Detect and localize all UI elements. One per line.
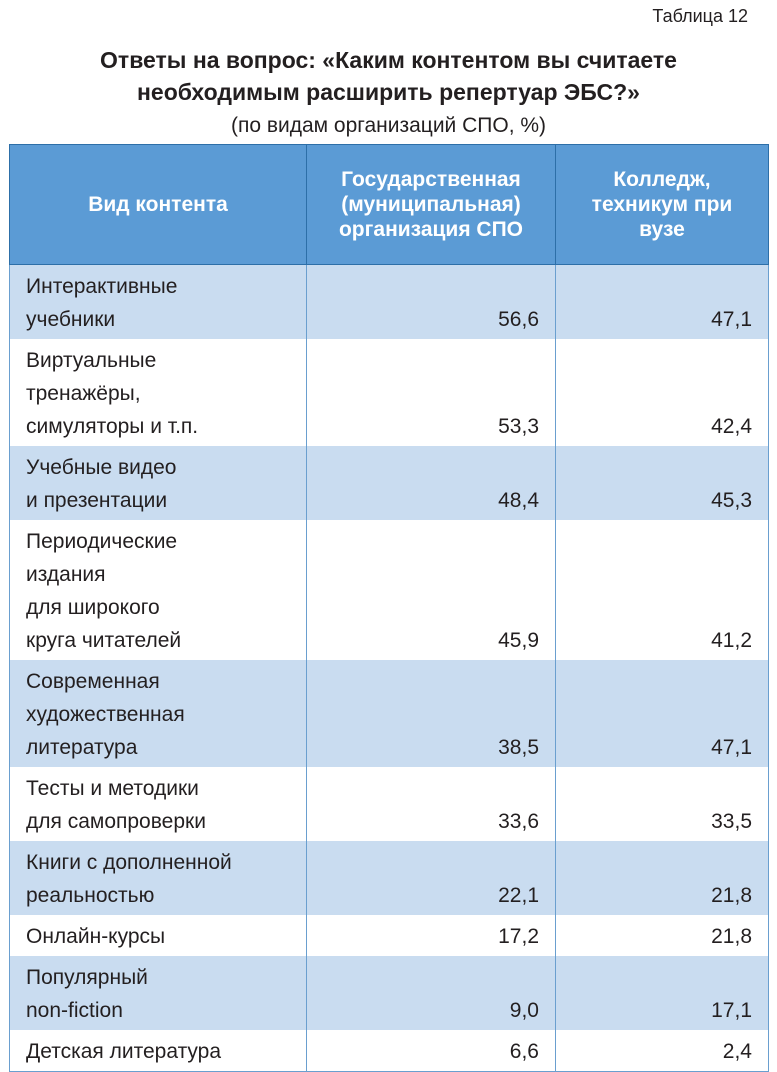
header-college: Колледж, техникум при вузе (555, 144, 769, 265)
college-value: 21,8 (555, 915, 769, 956)
college-value: 45,3 (555, 446, 769, 520)
state-org-value: 38,5 (306, 660, 556, 767)
table-subtitle: (по видам организаций СПО, %) (230, 114, 547, 137)
state-org-value: 22,1 (306, 841, 556, 915)
college-value: 21,8 (555, 841, 769, 915)
content-type-cell: Интерактивные учебники (9, 264, 307, 339)
content-type-cell: Учебные видео и презентации (9, 446, 307, 520)
table-row: Онлайн-курсы 17,2 21,8 (9, 915, 769, 956)
table-row: Интерактивные учебники 56,6 47,1 (9, 264, 769, 339)
header-content-type: Вид контента (9, 144, 307, 265)
state-org-value: 9,0 (306, 956, 556, 1030)
content-type-cell: Популярный non-fiction (9, 956, 307, 1030)
state-org-value: 17,2 (306, 915, 556, 956)
college-value: 47,1 (555, 264, 769, 339)
content-type-cell: Онлайн-курсы (9, 915, 307, 956)
content-type-cell: Виртуальные тренажёры, симуляторы и т.п. (9, 339, 307, 446)
state-org-value: 53,3 (306, 339, 556, 446)
college-value: 33,5 (555, 767, 769, 841)
header-row: Вид контента Государственная (муниципаль… (9, 144, 769, 265)
college-value: 2,4 (555, 1030, 769, 1072)
table-body: Интерактивные учебники 56,6 47,1 Виртуальные… (9, 264, 769, 1072)
header-state-org: Государственная (муниципальная) организа… (306, 144, 556, 265)
data-table: Вид контента Государственная (муниципаль… (9, 144, 769, 1072)
college-value: 47,1 (555, 660, 769, 767)
table-row: Периодические издания для широкого круга чи… (9, 520, 769, 660)
content-type-cell: Книги с дополненной реальностью (9, 841, 307, 915)
table-row: Популярный non-fiction 9,0 17,1 (9, 956, 769, 1030)
college-value: 41,2 (555, 520, 769, 660)
title-line-1: Ответы на вопрос: «Каким контентом вы сч… (100, 47, 677, 73)
table-row: Учебные видео и презентации 48,4 45,3 (9, 446, 769, 520)
table-row: Виртуальные тренажёры, симуляторы и т.п. 53… (9, 339, 769, 446)
state-org-value: 48,4 (306, 446, 556, 520)
state-org-value: 45,9 (306, 520, 556, 660)
content-type-cell: Тесты и методики для самопроверки (9, 767, 307, 841)
college-value: 42,4 (555, 339, 769, 446)
college-value: 17,1 (555, 956, 769, 1030)
table-row: Детская литература 6,6 2,4 (9, 1030, 769, 1072)
content-type-cell: Периодические издания для широкого круга чи… (9, 520, 307, 660)
title-line-2: необходимым расширить репертуар ЭБС?» (137, 79, 640, 105)
state-org-value: 6,6 (306, 1030, 556, 1072)
table-row: Современная художественная литература 38,5 4… (9, 660, 769, 767)
state-org-value: 56,6 (306, 264, 556, 339)
content-type-cell: Детская литература (9, 1030, 307, 1072)
table-row: Книги с дополненной реальностью 22,1 21,8 (9, 841, 769, 915)
table-title: Ответы на вопрос: «Каким контентом вы сч… (0, 44, 777, 108)
state-org-value: 33,6 (306, 767, 556, 841)
table-row: Тесты и методики для самопроверки 33,6 33,5 (9, 767, 769, 841)
table-number: Таблица 12 (652, 6, 748, 26)
content-type-cell: Современная художественная литература (9, 660, 307, 767)
